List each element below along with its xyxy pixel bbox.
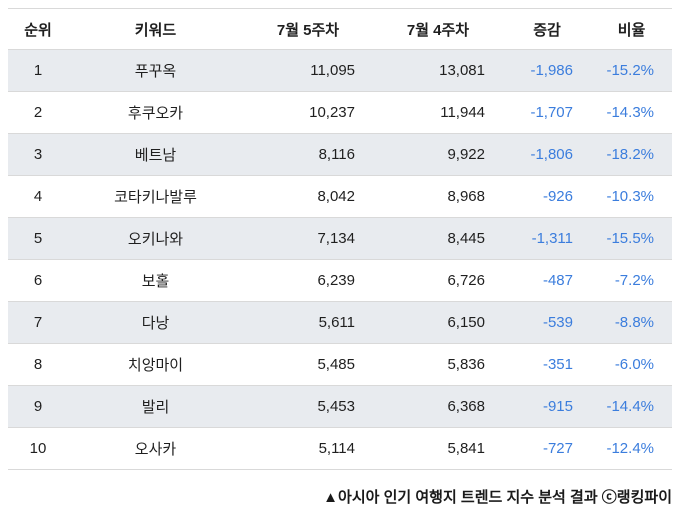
rank-cell: 10 <box>8 427 68 470</box>
week5-cell: 5,611 <box>243 301 373 344</box>
week5-cell: 5,114 <box>243 427 373 470</box>
week5-cell: 5,485 <box>243 343 373 386</box>
rank-cell: 1 <box>8 49 68 92</box>
keyword-cell: 베트남 <box>68 133 243 176</box>
keyword-cell: 오사카 <box>68 427 243 470</box>
rank-cell: 7 <box>8 301 68 344</box>
table-row: 4 코타키나발루 8,042 8,968 -926 -10.3% <box>8 175 672 218</box>
week5-cell: 6,239 <box>243 259 373 302</box>
table-row: 9 발리 5,453 6,368 -915 -14.4% <box>8 385 672 428</box>
ratio-cell: -12.4% <box>591 427 672 470</box>
week5-cell: 7,134 <box>243 217 373 260</box>
week4-cell: 5,836 <box>373 343 503 386</box>
table-row: 7 다낭 5,611 6,150 -539 -8.8% <box>8 301 672 344</box>
col-header-ratio: 비율 <box>591 8 672 50</box>
week4-cell: 6,726 <box>373 259 503 302</box>
ratio-cell: -18.2% <box>591 133 672 176</box>
ratio-cell: -15.2% <box>591 49 672 92</box>
col-header-week4: 7월 4주차 <box>373 8 503 50</box>
change-cell: -1,311 <box>503 217 591 260</box>
week5-cell: 8,042 <box>243 175 373 218</box>
rank-cell: 9 <box>8 385 68 428</box>
rank-cell: 8 <box>8 343 68 386</box>
header-row: 순위 키워드 7월 5주차 7월 4주차 증감 비율 <box>8 8 672 50</box>
table-row: 2 후쿠오카 10,237 11,944 -1,707 -14.3% <box>8 91 672 134</box>
week4-cell: 9,922 <box>373 133 503 176</box>
change-cell: -539 <box>503 301 591 344</box>
rank-cell: 3 <box>8 133 68 176</box>
keyword-cell: 다낭 <box>68 301 243 344</box>
change-cell: -727 <box>503 427 591 470</box>
week5-cell: 5,453 <box>243 385 373 428</box>
week4-cell: 6,368 <box>373 385 503 428</box>
week4-cell: 8,968 <box>373 175 503 218</box>
col-header-week5: 7월 5주차 <box>243 8 373 50</box>
table-row: 6 보홀 6,239 6,726 -487 -7.2% <box>8 259 672 302</box>
ratio-cell: -14.3% <box>591 91 672 134</box>
week4-cell: 13,081 <box>373 49 503 92</box>
col-header-keyword: 키워드 <box>68 8 243 50</box>
trend-table-container: 순위 키워드 7월 5주차 7월 4주차 증감 비율 1 푸꾸옥 11,095 … <box>8 8 672 470</box>
ratio-cell: -15.5% <box>591 217 672 260</box>
ratio-cell: -14.4% <box>591 385 672 428</box>
week4-cell: 11,944 <box>373 91 503 134</box>
keyword-cell: 코타키나발루 <box>68 175 243 218</box>
col-header-change: 증감 <box>503 8 591 50</box>
keyword-cell: 푸꾸옥 <box>68 49 243 92</box>
table-row: 8 치앙마이 5,485 5,836 -351 -6.0% <box>8 343 672 386</box>
change-cell: -1,806 <box>503 133 591 176</box>
table-row: 5 오키나와 7,134 8,445 -1,311 -15.5% <box>8 217 672 260</box>
change-cell: -926 <box>503 175 591 218</box>
ratio-cell: -7.2% <box>591 259 672 302</box>
source-caption: ▲아시아 인기 여행지 트렌드 지수 분석 결과 ⓒ랭킹파이 <box>323 489 672 506</box>
keyword-cell: 치앙마이 <box>68 343 243 386</box>
change-cell: -915 <box>503 385 591 428</box>
change-cell: -1,986 <box>503 49 591 92</box>
week4-cell: 6,150 <box>373 301 503 344</box>
change-cell: -487 <box>503 259 591 302</box>
rank-cell: 6 <box>8 259 68 302</box>
change-cell: -351 <box>503 343 591 386</box>
table-row: 10 오사카 5,114 5,841 -727 -12.4% <box>8 427 672 470</box>
week5-cell: 11,095 <box>243 49 373 92</box>
week5-cell: 8,116 <box>243 133 373 176</box>
keyword-cell: 후쿠오카 <box>68 91 243 134</box>
week4-cell: 8,445 <box>373 217 503 260</box>
ratio-cell: -6.0% <box>591 343 672 386</box>
keyword-cell: 발리 <box>68 385 243 428</box>
ratio-cell: -8.8% <box>591 301 672 344</box>
week4-cell: 5,841 <box>373 427 503 470</box>
keyword-cell: 보홀 <box>68 259 243 302</box>
week5-cell: 10,237 <box>243 91 373 134</box>
table-row: 1 푸꾸옥 11,095 13,081 -1,986 -15.2% <box>8 49 672 92</box>
keyword-cell: 오키나와 <box>68 217 243 260</box>
trend-table: 순위 키워드 7월 5주차 7월 4주차 증감 비율 1 푸꾸옥 11,095 … <box>8 8 672 470</box>
rank-cell: 5 <box>8 217 68 260</box>
change-cell: -1,707 <box>503 91 591 134</box>
ratio-cell: -10.3% <box>591 175 672 218</box>
col-header-rank: 순위 <box>8 8 68 50</box>
table-row: 3 베트남 8,116 9,922 -1,806 -18.2% <box>8 133 672 176</box>
rank-cell: 2 <box>8 91 68 134</box>
rank-cell: 4 <box>8 175 68 218</box>
